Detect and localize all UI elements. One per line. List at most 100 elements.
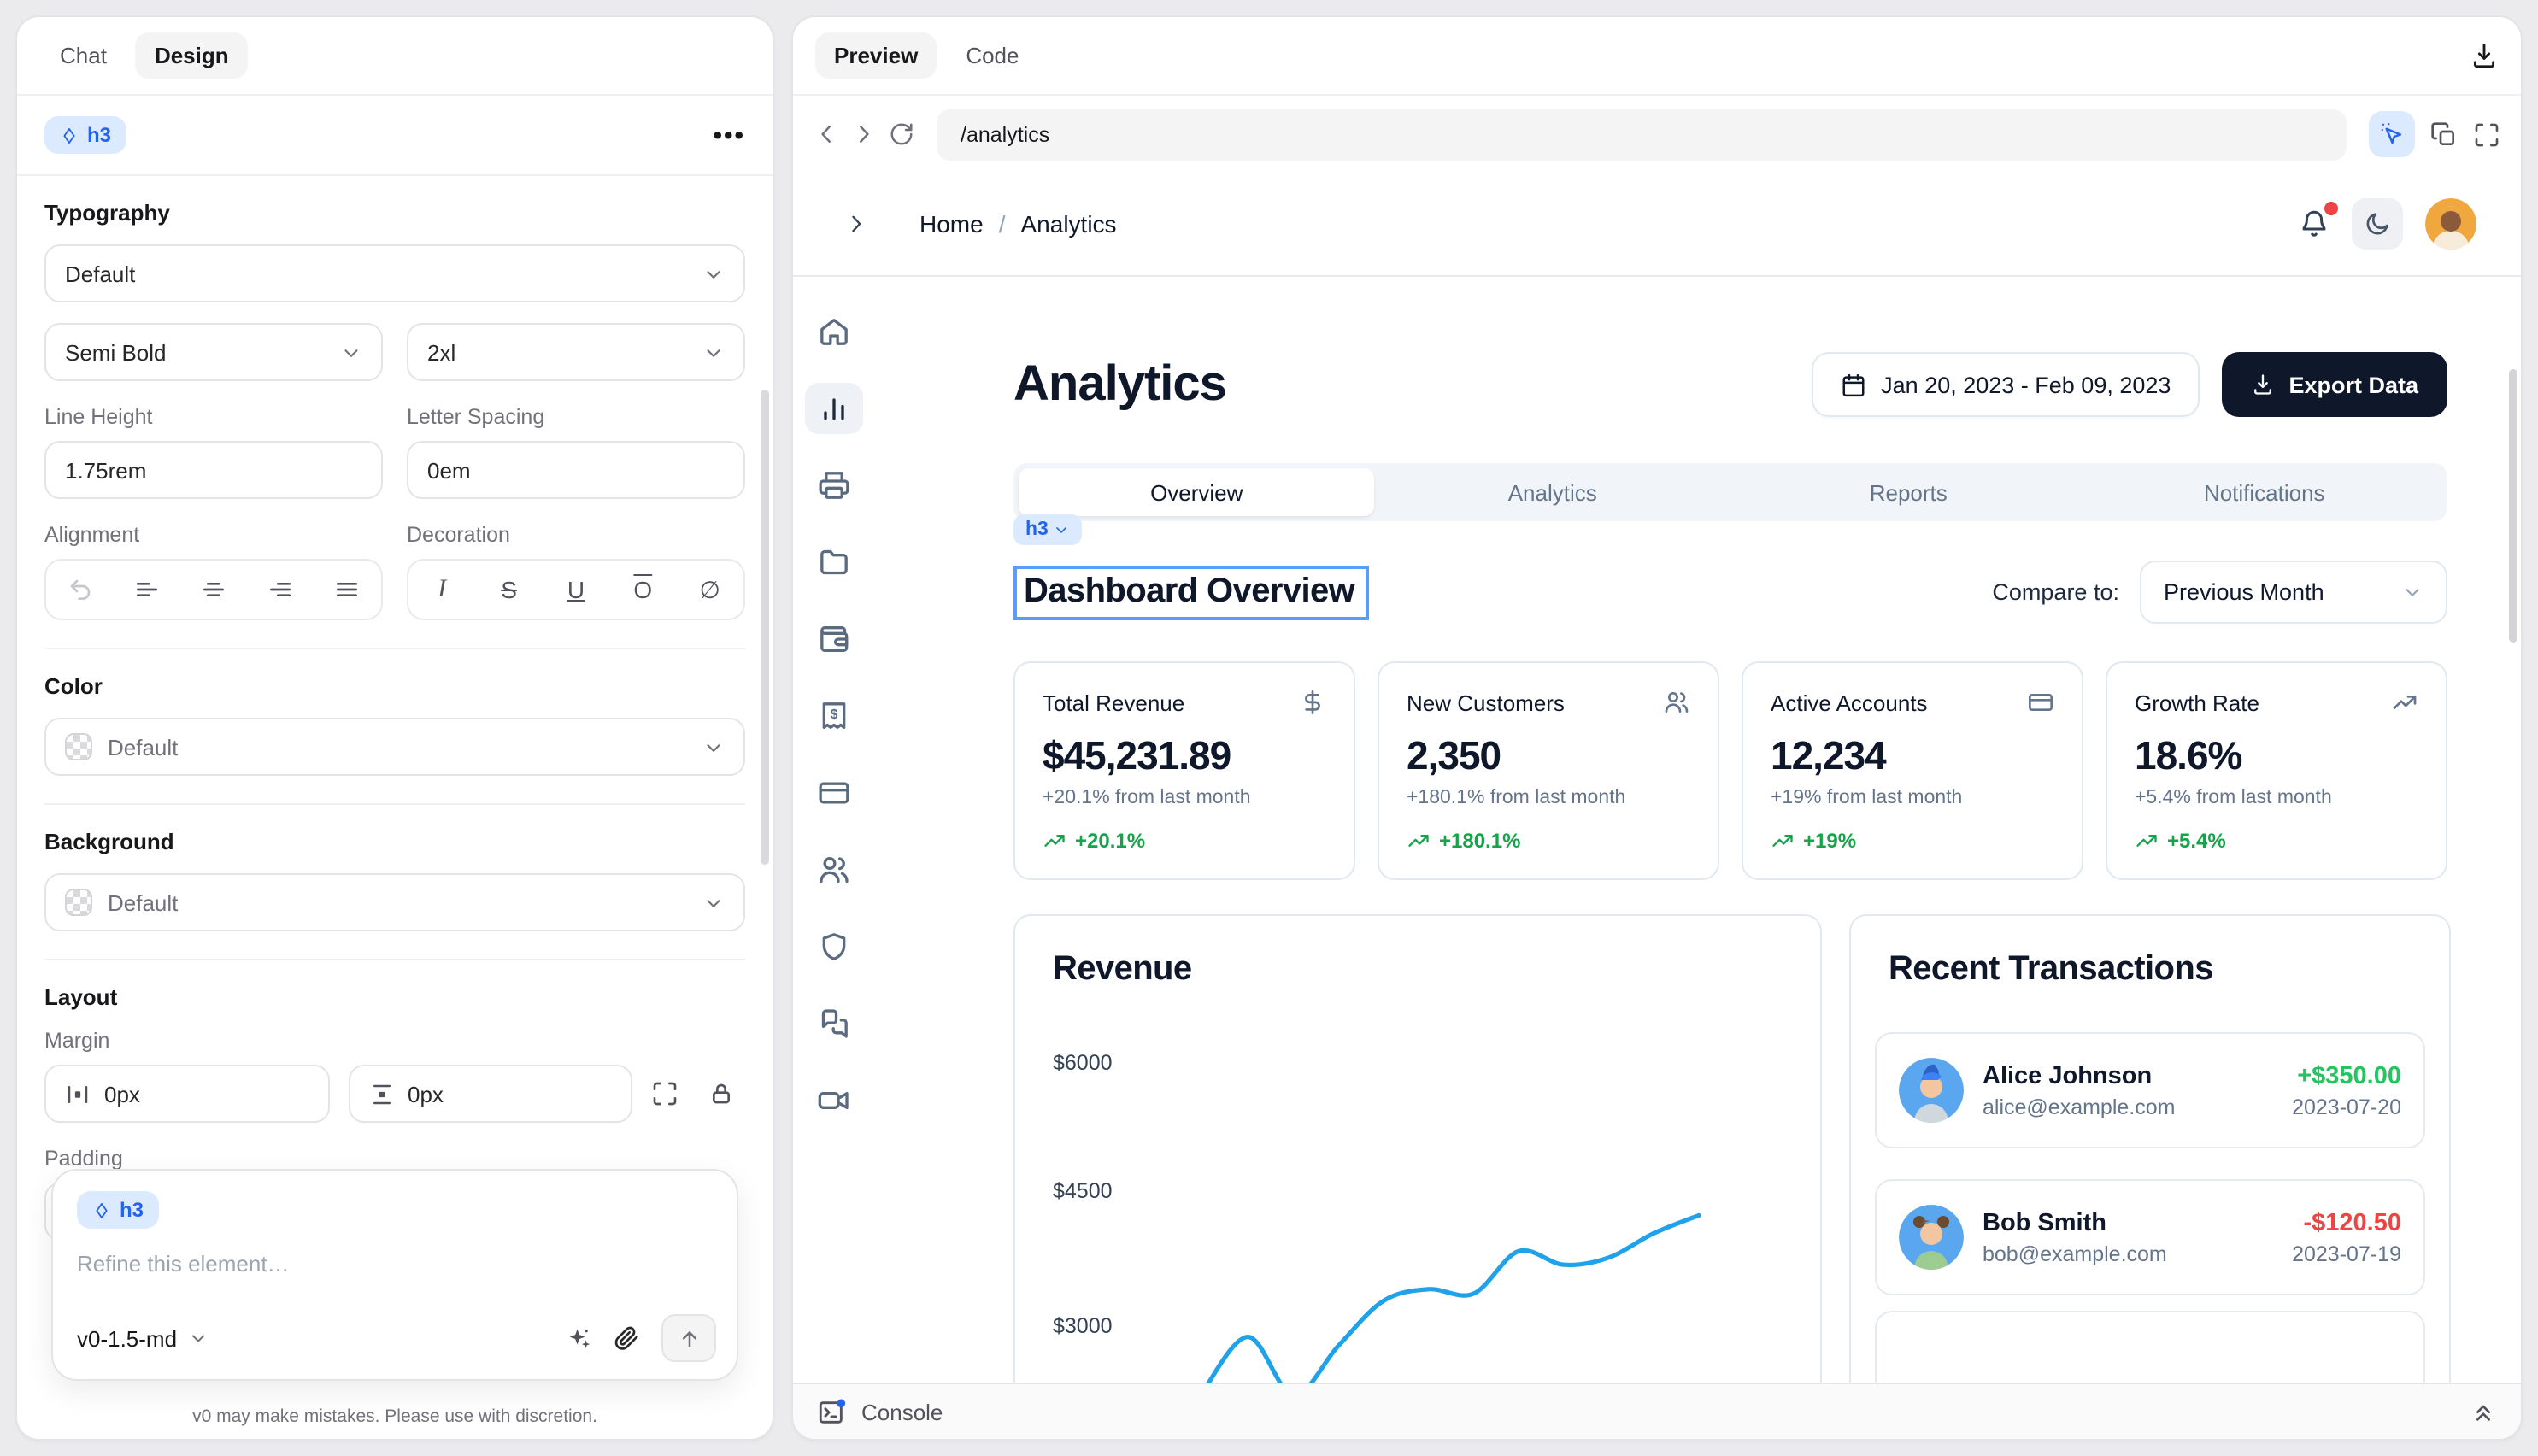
letter-spacing-input[interactable]: 0em bbox=[407, 441, 745, 499]
font-size-select[interactable]: 2xl bbox=[407, 323, 745, 381]
align-right-button[interactable] bbox=[258, 567, 303, 612]
shield-icon bbox=[816, 930, 850, 964]
nav-forward-button[interactable] bbox=[851, 121, 877, 147]
page-title: Analytics bbox=[1013, 356, 1227, 411]
transaction-email: bob@example.com bbox=[1983, 1242, 2167, 1265]
alignment-label: Alignment bbox=[44, 523, 140, 547]
dollar-icon bbox=[1299, 689, 1326, 716]
margin-expand-button[interactable] bbox=[651, 1080, 689, 1107]
font-weight-select[interactable]: Semi Bold bbox=[44, 323, 383, 381]
model-name: v0-1.5-md bbox=[77, 1325, 178, 1351]
enhance-prompt-button[interactable] bbox=[564, 1324, 593, 1353]
refresh-button[interactable] bbox=[889, 121, 914, 147]
italic-button[interactable]: I bbox=[420, 567, 464, 612]
font-family-value: Default bbox=[65, 261, 136, 286]
tab-analytics[interactable]: Analytics bbox=[1507, 479, 1597, 505]
preview-scrollbar[interactable] bbox=[2509, 369, 2517, 643]
chevron-down-icon bbox=[187, 1328, 208, 1348]
color-value: Default bbox=[108, 734, 179, 760]
sidebar-item-files[interactable] bbox=[804, 537, 862, 588]
bar-chart-icon bbox=[816, 391, 850, 426]
chevron-down-icon bbox=[702, 262, 725, 285]
download-button[interactable] bbox=[2470, 41, 2499, 70]
element-badge-label: h3 bbox=[87, 123, 112, 147]
color-select[interactable]: Default bbox=[44, 718, 745, 776]
users-icon bbox=[816, 853, 850, 887]
typography-heading: Typography bbox=[44, 200, 170, 226]
breadcrumb-home[interactable]: Home bbox=[919, 210, 984, 238]
refine-input[interactable]: Refine this element… bbox=[77, 1251, 290, 1277]
tab-chat[interactable]: Chat bbox=[60, 43, 107, 68]
background-select[interactable]: Default bbox=[44, 873, 745, 931]
sidebar-item-receipts[interactable] bbox=[804, 690, 862, 742]
overline-icon: O bbox=[633, 576, 653, 603]
transaction-name: Alice Johnson bbox=[1983, 1062, 2153, 1089]
sidebar-collapse-button[interactable] bbox=[844, 212, 868, 236]
element-menu-button[interactable]: ••• bbox=[713, 120, 745, 150]
design-select-mode-button[interactable] bbox=[2369, 111, 2415, 157]
color-section: Color Default bbox=[17, 649, 773, 805]
tab-preview[interactable]: Preview bbox=[815, 32, 937, 79]
design-panel-tabs: Chat Design bbox=[17, 17, 773, 96]
sparkles-icon bbox=[564, 1324, 593, 1353]
y-tick-6000: $6000 bbox=[1053, 1051, 1113, 1075]
console-expand-button[interactable] bbox=[2470, 1398, 2497, 1425]
compare-select[interactable]: Previous Month bbox=[2140, 561, 2447, 624]
url-input[interactable]: /analytics bbox=[937, 109, 2347, 160]
sidebar-item-cards[interactable] bbox=[804, 767, 862, 819]
margin-lock-button[interactable] bbox=[708, 1080, 745, 1107]
margin-x-input[interactable]: 0px bbox=[44, 1065, 329, 1123]
no-decoration-button[interactable]: ∅ bbox=[688, 567, 732, 612]
line-height-input[interactable]: 1.75rem bbox=[44, 441, 383, 499]
tab-design[interactable]: Design bbox=[135, 32, 248, 79]
margin-y-input[interactable]: 0px bbox=[348, 1065, 632, 1123]
element-badge[interactable]: h3 bbox=[44, 116, 127, 154]
theme-toggle-button[interactable] bbox=[2352, 198, 2403, 250]
preview-viewport: Home / Analytics bbox=[793, 173, 2521, 1383]
composer-element-badge[interactable]: h3 bbox=[77, 1191, 160, 1229]
padding-label: Padding bbox=[44, 1147, 123, 1171]
align-center-button[interactable] bbox=[191, 567, 236, 612]
model-select[interactable]: v0-1.5-md bbox=[77, 1325, 208, 1351]
notifications-button[interactable] bbox=[2299, 202, 2338, 239]
font-family-select[interactable]: Default bbox=[44, 244, 745, 302]
tab-overview[interactable]: Overview bbox=[1019, 468, 1375, 516]
sidebar-item-messages[interactable] bbox=[804, 998, 862, 1049]
sidebar-item-customers[interactable] bbox=[804, 844, 862, 895]
tab-notifications[interactable]: Notifications bbox=[2203, 479, 2325, 505]
refresh-icon bbox=[889, 121, 914, 147]
selection-badge-label: h3 bbox=[1025, 520, 1049, 540]
overline-button[interactable]: O bbox=[620, 567, 665, 612]
design-panel-scrollbar[interactable] bbox=[761, 390, 769, 865]
undo-alignment-button[interactable] bbox=[57, 567, 102, 612]
strikethrough-button[interactable]: S bbox=[487, 567, 532, 612]
download-icon bbox=[2251, 373, 2275, 396]
line-height-label: Line Height bbox=[44, 405, 153, 429]
duplicate-button[interactable] bbox=[2430, 120, 2458, 148]
export-data-button[interactable]: Export Data bbox=[2222, 352, 2447, 417]
tab-code[interactable]: Code bbox=[966, 43, 1019, 68]
user-avatar[interactable] bbox=[2425, 198, 2476, 250]
date-range-picker[interactable]: Jan 20, 2023 - Feb 09, 2023 bbox=[1811, 352, 2200, 417]
sidebar-item-security[interactable] bbox=[804, 921, 862, 972]
sidebar-item-home[interactable] bbox=[804, 306, 862, 357]
attach-button[interactable] bbox=[614, 1324, 641, 1352]
sidebar-item-invoices[interactable] bbox=[804, 460, 862, 511]
letter-spacing-value: 0em bbox=[427, 457, 471, 483]
underline-button[interactable]: U bbox=[554, 567, 598, 612]
sidebar-item-video[interactable] bbox=[804, 1075, 862, 1126]
selection-element-badge[interactable]: h3 bbox=[1013, 514, 1083, 545]
tab-reports[interactable]: Reports bbox=[1869, 479, 1948, 505]
section-title-selected[interactable]: Dashboard Overview bbox=[1013, 565, 1369, 619]
design-panel-body: h3 ••• Typography Default Semi Bold 2xl bbox=[17, 96, 773, 1439]
nav-back-button[interactable] bbox=[814, 121, 839, 147]
send-button[interactable] bbox=[661, 1314, 716, 1362]
align-justify-button[interactable] bbox=[326, 567, 370, 612]
stat-subtext: +20.1% from last month bbox=[1043, 788, 1251, 808]
align-left-button[interactable] bbox=[125, 567, 169, 612]
fullscreen-button[interactable] bbox=[2473, 120, 2500, 148]
stat-value: 2,350 bbox=[1407, 733, 1501, 778]
sidebar-item-wallet[interactable] bbox=[804, 614, 862, 665]
wallet-icon bbox=[816, 622, 850, 656]
sidebar-item-analytics[interactable] bbox=[804, 383, 862, 434]
